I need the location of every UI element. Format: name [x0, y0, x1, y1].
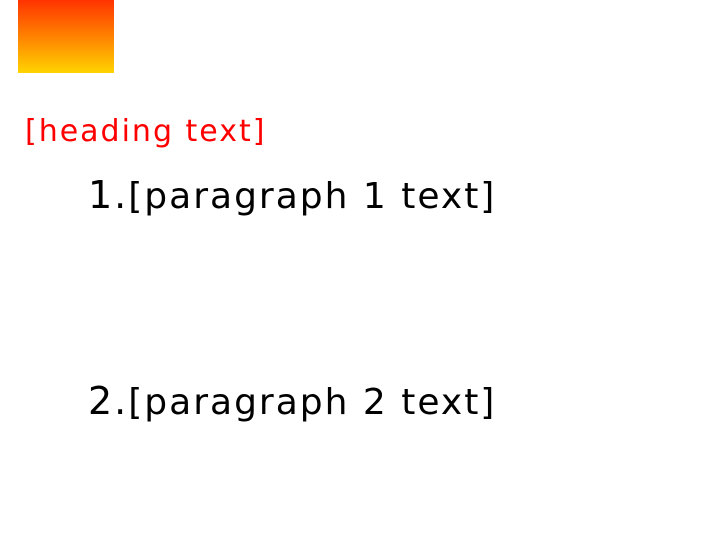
list-item-number: 2. — [88, 379, 129, 423]
list-item-text: [paragraph 1 text] — [128, 176, 497, 217]
list-item-2: 2.[paragraph 2 text] — [30, 374, 670, 430]
list-item-text: [paragraph 2 text] — [128, 382, 497, 423]
decorative-gradient-block — [18, 0, 114, 73]
list-item-number: 1. — [88, 173, 129, 217]
list-item-1: 1.[paragraph 1 text] — [30, 168, 670, 224]
slide-heading: [heading text] — [25, 114, 267, 149]
